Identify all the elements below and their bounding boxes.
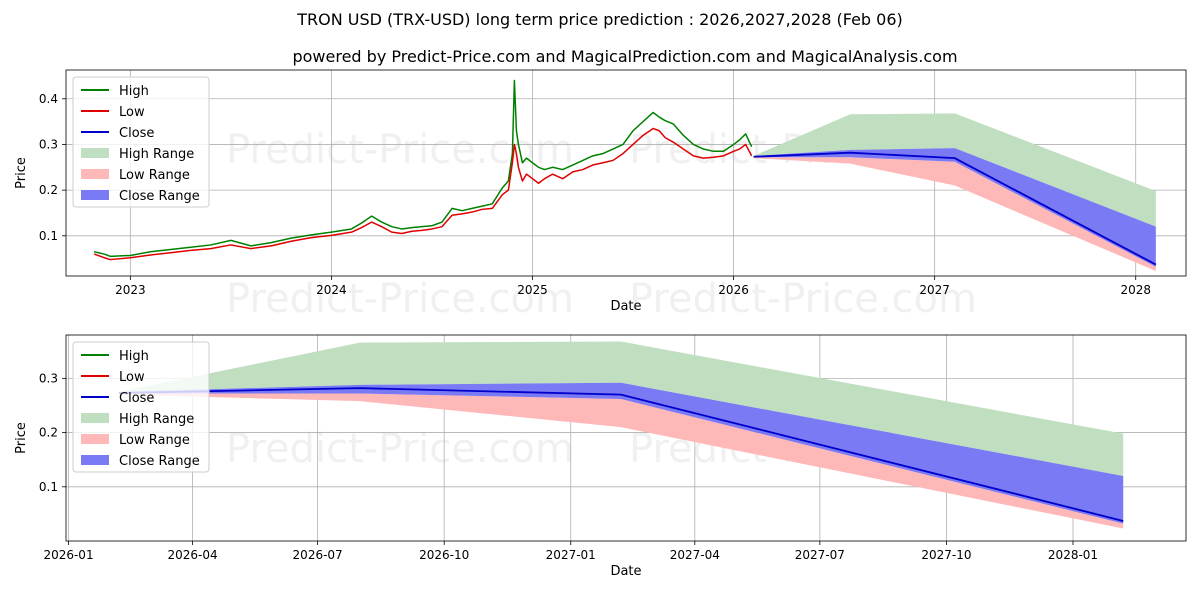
- bottom-legend-swatch-close-range: [81, 455, 109, 465]
- top-legend-label-close: Close: [119, 126, 154, 141]
- top-axes-frame: [65, 69, 1187, 277]
- bottom-chart-panel: Predict-Price.comPredict-Price.com2026-0…: [14, 334, 1187, 579]
- bottom-x-axis-label: Date: [610, 564, 641, 579]
- bottom-legend: High Low Close High Range Low Range Close Ran…: [72, 341, 210, 473]
- bottom-y-tick-label-1: 0.2: [39, 426, 58, 440]
- top-legend-swatch-low-range: [81, 169, 109, 179]
- top-x-tick-label-3: 2026: [718, 283, 749, 297]
- bottom-close-range-band: [118, 382, 1124, 524]
- top-y-axis-label: Price: [14, 157, 29, 189]
- top-close-range-band: [753, 148, 1156, 267]
- bottom-plot-area: [118, 341, 1124, 529]
- top-x-tick-label-4: 2027: [919, 283, 950, 297]
- top-watermark-2: Predict-Price.com: [226, 276, 574, 322]
- bottom-legend-label-high-range: High Range: [119, 412, 194, 427]
- top-legend-label-low: Low: [119, 105, 145, 120]
- bottom-x-tick-label-5: 2027-04: [670, 548, 720, 562]
- chart-title: TRON USD (TRX-USD) long term price predi…: [296, 10, 903, 29]
- bottom-x-tick-label-1: 2026-04: [167, 548, 217, 562]
- bottom-y-tick-label-2: 0.3: [39, 371, 58, 385]
- bottom-legend-label-low: Low: [119, 370, 145, 385]
- bottom-axes-frame: [65, 334, 1187, 542]
- top-x-tick-label-2: 2025: [517, 283, 548, 297]
- top-legend-swatch-high-range: [81, 148, 109, 158]
- bottom-x-tick-label-2: 2026-07: [293, 548, 343, 562]
- top-legend-label-high: High: [119, 84, 149, 99]
- top-watermark-0: Predict-Price.com: [226, 127, 574, 173]
- top-y-tick-label-2: 0.3: [39, 137, 58, 151]
- top-y-tick-label-0: 0.1: [39, 229, 58, 243]
- top-low-series-line: [93, 127, 753, 261]
- top-legend: High Low Close High Range Low Range Close Ran…: [72, 76, 210, 208]
- bottom-legend-label-high: High: [119, 349, 149, 364]
- top-y-tick-label-1: 0.2: [39, 183, 58, 197]
- bottom-x-tick-label-8: 2028-01: [1048, 548, 1098, 562]
- top-x-axis-label: Date: [610, 299, 641, 314]
- top-high-range-band: [753, 113, 1156, 227]
- bottom-legend-label-close: Close: [119, 391, 154, 406]
- top-close-series-line: [753, 151, 1157, 266]
- bottom-legend-swatch-high-range: [81, 413, 109, 423]
- top-legend-label-close-range: Close Range: [119, 189, 200, 204]
- bottom-y-tick-label-0: 0.1: [39, 480, 58, 494]
- bottom-legend-label-close-range: Close Range: [119, 454, 200, 469]
- chart-subtitle: powered by Predict-Price.com and Magical…: [292, 47, 957, 66]
- top-legend-swatch-close-range: [81, 190, 109, 200]
- top-low-range-band: [753, 157, 1156, 271]
- bottom-close-series-line: [118, 387, 1124, 522]
- top-legend-label-high-range: High Range: [119, 147, 194, 162]
- bottom-x-tick-label-0: 2026-01: [43, 548, 93, 562]
- top-x-tick-label-5: 2028: [1120, 283, 1151, 297]
- top-watermark-3: Predict-Price.com: [629, 276, 977, 322]
- bottom-watermark-0: Predict-Price.com: [226, 426, 574, 472]
- bottom-x-tick-label-6: 2027-07: [795, 548, 845, 562]
- bottom-high-range-band: [118, 341, 1124, 476]
- bottom-x-tick-label-3: 2026-10: [419, 548, 469, 562]
- top-chart-panel: Predict-Price.com Predict-Price.com Predic…: [14, 69, 1187, 322]
- top-x-tick-label-0: 2023: [115, 283, 146, 297]
- bottom-x-tick-label-4: 2027-01: [546, 548, 596, 562]
- bottom-legend-swatch-low-range: [81, 434, 109, 444]
- bottom-low-range-band: [118, 393, 1124, 529]
- bottom-legend-label-low-range: Low Range: [119, 433, 190, 448]
- bottom-y-axis-label: Price: [14, 422, 29, 454]
- top-y-tick-label-3: 0.4: [39, 92, 58, 106]
- top-legend-label-low-range: Low Range: [119, 168, 190, 183]
- top-plot-area: [93, 79, 1157, 271]
- top-high-series-line: [93, 79, 753, 258]
- top-x-tick-label-1: 2024: [316, 283, 347, 297]
- bottom-x-tick-label-7: 2027-10: [921, 548, 971, 562]
